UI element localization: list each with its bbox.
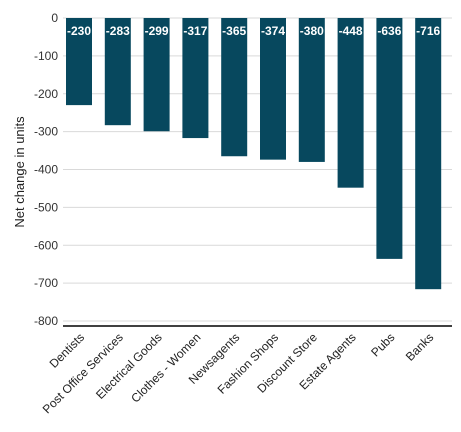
bar-value-label: -317 (183, 24, 207, 38)
data-labels: -230 -283 -299 -317 -365 -374 -380 -448 -636 -716 (67, 24, 441, 38)
y-axis-label: Net change in units (12, 116, 27, 228)
y-tick-label: 0 (51, 11, 58, 25)
y-tick-label: -300 (34, 125, 58, 139)
bar (337, 18, 364, 188)
y-tick-label: -600 (34, 238, 58, 252)
x-category-label: Clothes - Women (128, 330, 203, 405)
x-category-label: Electrical Goods (93, 330, 165, 402)
bar-value-label: -716 (416, 24, 440, 38)
bar (182, 18, 209, 139)
x-category-label: Pubs (368, 330, 397, 359)
bar (298, 18, 325, 162)
bar-value-label: -374 (261, 24, 285, 38)
bar (66, 18, 92, 106)
bar-value-label: -299 (145, 24, 169, 38)
bar-value-label: -365 (222, 24, 246, 38)
y-tick-label: -500 (34, 200, 58, 214)
bar-value-label: -380 (300, 24, 324, 38)
bar-value-label: -230 (67, 24, 91, 38)
bar (143, 18, 170, 132)
y-tick-label: -800 (34, 314, 58, 328)
bar-value-label: -448 (339, 24, 363, 38)
y-axis-ticks: 0 -100 -200 -300 -400 -500 -600 -700 -800 (34, 11, 58, 328)
x-category-label: Banks (403, 330, 436, 363)
bar-value-label: -283 (106, 24, 130, 38)
bar (104, 18, 131, 126)
bar (376, 18, 403, 259)
bar-value-label: -636 (377, 24, 401, 38)
y-tick-label: -400 (34, 163, 58, 177)
bar (415, 18, 442, 290)
bar (221, 18, 248, 157)
bars (66, 18, 442, 290)
y-tick-label: -700 (34, 276, 58, 290)
y-tick-label: -200 (34, 87, 58, 101)
y-tick-label: -100 (34, 49, 58, 63)
bar (260, 18, 286, 160)
